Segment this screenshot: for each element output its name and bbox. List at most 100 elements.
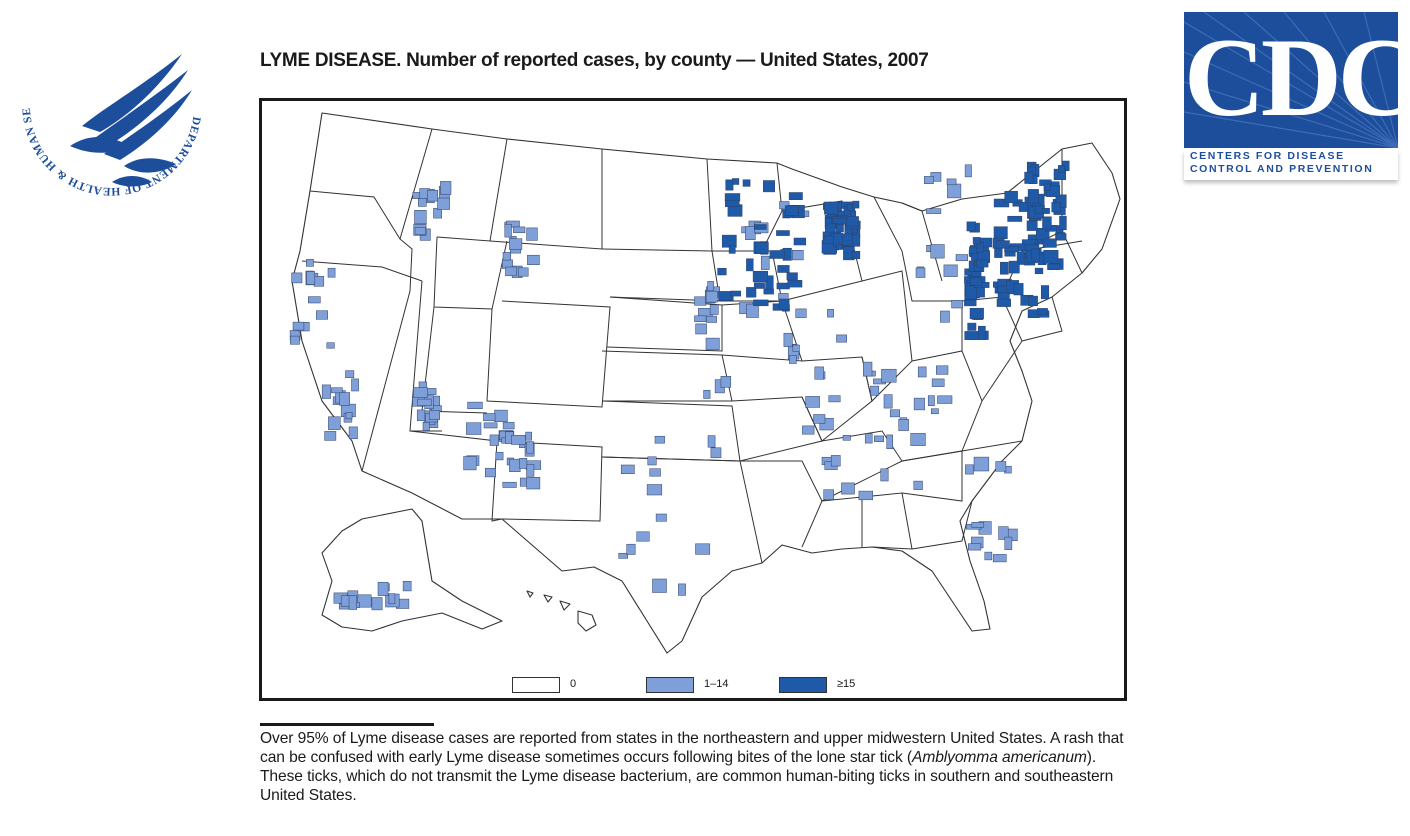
county-cell <box>703 390 711 399</box>
county-cell <box>852 200 860 209</box>
county-cell <box>291 272 303 284</box>
county-fills <box>289 160 1070 611</box>
county-cell <box>649 468 661 477</box>
county-cell <box>788 192 803 200</box>
county-cell <box>978 325 986 340</box>
county-cell <box>864 433 873 444</box>
county-cell <box>931 408 939 415</box>
caption-species: Amblyomma americanum <box>912 749 1087 766</box>
county-cell <box>654 435 665 444</box>
county-cell <box>851 250 861 259</box>
county-cell <box>388 593 396 605</box>
cdc-logo-line1: CENTERS FOR DISEASE <box>1190 150 1345 162</box>
county-cell <box>930 244 945 259</box>
cdc-logo-mark: CDC <box>1184 16 1398 140</box>
county-cell <box>926 208 942 214</box>
caption-text-2: ). These ticks, which do not transmit th… <box>260 749 1114 804</box>
county-cell <box>827 309 834 318</box>
caption-text-1: Over 95% of Lyme disease cases are repor… <box>260 730 1124 766</box>
county-cell <box>915 267 926 278</box>
county-cell <box>863 361 873 377</box>
county-cell <box>1027 189 1039 204</box>
county-cell <box>745 226 756 240</box>
county-cell <box>526 464 535 477</box>
county-cell <box>1034 267 1044 275</box>
county-cell <box>647 456 657 466</box>
county-cell <box>695 323 707 335</box>
county-cell <box>502 481 517 488</box>
county-cell <box>504 223 512 238</box>
county-cell <box>778 298 790 311</box>
county-cell <box>787 280 803 288</box>
cdc-logo-line2: CONTROL AND PREVENTION <box>1190 163 1374 175</box>
us-county-map <box>289 112 1121 654</box>
county-cell <box>1004 190 1018 204</box>
county-cell <box>783 332 793 347</box>
county-cell <box>746 287 757 298</box>
county-cell <box>1058 165 1065 173</box>
county-cell <box>646 484 663 496</box>
county-cell <box>306 259 314 267</box>
county-cell <box>776 230 790 236</box>
county-cell <box>965 464 974 475</box>
county-cell <box>345 412 353 420</box>
county-cell <box>742 179 751 187</box>
county-cell <box>313 276 325 287</box>
caption-rule <box>260 723 434 726</box>
county-cell <box>725 179 734 191</box>
county-cell <box>1042 238 1057 248</box>
county-cell <box>308 296 321 304</box>
county-cell <box>505 266 517 277</box>
hawaii-islands <box>526 590 597 632</box>
county-cell <box>969 307 984 319</box>
county-cell <box>931 378 945 387</box>
county-cell <box>1042 216 1052 230</box>
county-cell <box>874 435 884 442</box>
county-cell <box>489 434 499 446</box>
county-cell <box>1004 536 1013 550</box>
county-cell <box>792 250 804 261</box>
county-cell <box>971 522 985 528</box>
county-cell <box>927 395 935 406</box>
county-cell <box>292 321 305 331</box>
county-cell <box>417 398 432 406</box>
legend-label-high: ≥15 <box>837 678 856 690</box>
county-cell <box>828 395 841 403</box>
county-cell <box>936 365 949 375</box>
county-cell <box>755 242 769 254</box>
county-cell <box>996 240 1010 249</box>
county-cell <box>483 422 498 429</box>
county-cell <box>886 434 893 449</box>
hhs-eagle-seal-icon: DEPARTMENT OF HEALTH & HUMAN SERVICES·US… <box>8 0 202 197</box>
legend-swatch-zero <box>512 677 560 693</box>
county-cell <box>440 181 452 195</box>
county-cell <box>618 552 628 559</box>
county-cell <box>351 378 359 392</box>
county-cell <box>709 304 719 315</box>
legend-swatch-low <box>646 677 694 693</box>
county-cell <box>527 254 540 265</box>
legend-label-low: 1–14 <box>704 678 729 690</box>
county-cell <box>823 235 835 244</box>
county-cell <box>943 264 958 277</box>
county-cell <box>881 368 897 383</box>
county-cell <box>846 216 859 227</box>
county-cell <box>705 337 720 351</box>
legend-swatch-high <box>779 677 827 693</box>
county-cell <box>526 227 538 241</box>
county-cell <box>495 451 504 461</box>
county-cell <box>348 426 358 440</box>
county-cell <box>746 303 759 318</box>
county-cell <box>836 334 847 343</box>
county-cell <box>746 258 754 272</box>
county-cell <box>485 467 496 478</box>
county-cell <box>652 578 667 593</box>
county-cell <box>467 401 483 409</box>
county-cell <box>964 164 972 178</box>
county-cell <box>1008 260 1020 274</box>
county-cell <box>626 543 636 555</box>
county-cell <box>695 543 711 555</box>
county-cell <box>414 210 427 225</box>
county-cell <box>1007 215 1023 222</box>
county-cell <box>720 376 732 388</box>
